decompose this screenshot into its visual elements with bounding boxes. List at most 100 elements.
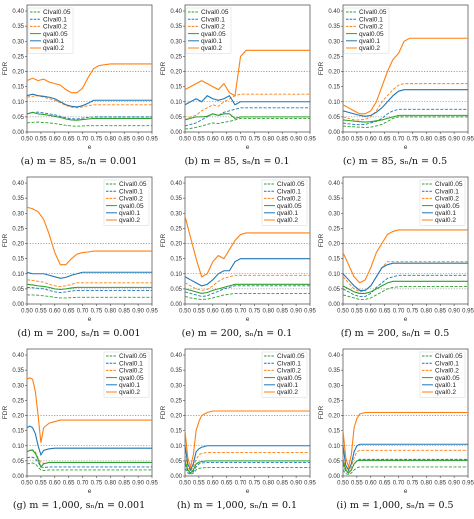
y-tick-label: 0.25 [170, 398, 182, 404]
y-tick-label: 0.35 [12, 24, 24, 30]
x-tick-label: 0.70 [393, 309, 405, 315]
y-tick-label: 0.15 [328, 85, 340, 91]
x-tick-label: 0.75 [249, 309, 261, 315]
y-tick-label: 0.20 [328, 70, 340, 76]
y-tick-label: 0.10 [170, 100, 182, 106]
x-tick-label: 0.55 [35, 309, 47, 315]
y-tick-label: 0.15 [328, 429, 340, 435]
x-tick-label: 0.85 [118, 309, 130, 315]
legend-label: CIval0.1 [277, 360, 301, 367]
y-tick-label: 0.15 [170, 429, 182, 435]
chart-e: 0.00 0.05 0.10 0.15 0.20 0.25 0.30 0.35 0.40 0.50… [160, 176, 316, 323]
legend-label: CIval0.05 [277, 181, 305, 188]
series-line-cival0-05 [184, 292, 310, 300]
x-axis-label: e [88, 144, 92, 151]
y-tick-label: 0.35 [170, 368, 182, 374]
x-tick-label: 0.70 [235, 137, 247, 143]
series-line-cival0-2 [184, 274, 310, 291]
x-axis-label: e [246, 488, 250, 495]
x-tick-label: 0.90 [448, 481, 460, 487]
y-tick-label: 0.30 [12, 39, 24, 45]
y-tick-label: 0.05 [12, 115, 24, 121]
y-tick-label: 0.35 [12, 368, 24, 374]
series-line-cival0-2 [342, 449, 468, 473]
y-tick-label: 0.25 [170, 54, 182, 60]
chart-a: 0.00 0.05 0.10 0.15 0.20 0.25 0.30 0.35 0.40 0.50… [2, 4, 158, 151]
series-line-cival0-2 [184, 93, 310, 121]
x-tick-label: 0.95 [462, 137, 474, 143]
y-tick-label: 0.20 [12, 242, 24, 248]
y-tick-label: 0.30 [328, 211, 340, 217]
x-tick-label: 0.55 [193, 137, 205, 143]
series-line-qval0-05 [184, 113, 310, 121]
x-tick-label: 0.85 [276, 481, 288, 487]
x-tick-label: 0.50 [21, 481, 33, 487]
legend-label: CIval0.05 [435, 181, 463, 188]
x-tick-label: 0.95 [304, 137, 316, 143]
x-tick-label: 0.70 [77, 137, 89, 143]
x-tick-label: 0.90 [132, 137, 144, 143]
y-axis-label: FDR [160, 234, 167, 248]
y-tick-label: 0.40 [12, 9, 24, 15]
x-tick-label: 0.50 [337, 137, 349, 143]
series-line-cival0-05 [26, 462, 152, 472]
x-tick-label: 0.50 [21, 137, 33, 143]
y-tick-label: 0.40 [12, 181, 24, 187]
x-tick-label: 0.80 [420, 137, 432, 143]
y-tick-label: 0.20 [170, 242, 182, 248]
series-line-qval0-05 [26, 449, 152, 468]
x-tick-label: 0.85 [434, 137, 446, 143]
series-line-qval0-05 [26, 283, 152, 291]
legend-box [261, 179, 308, 226]
x-tick-label: 0.95 [146, 481, 158, 487]
caption-g: (g) m = 1,000, sₙ/n = 0.001 [12, 500, 146, 511]
series-line-qval0-05 [26, 111, 152, 121]
legend-label: qval0.1 [119, 382, 140, 389]
y-axis-label: FDR [2, 406, 9, 420]
legend-label: qval0.05 [119, 375, 144, 382]
x-tick-label: 0.55 [351, 309, 363, 315]
series-line-cival0-05 [342, 116, 468, 128]
legend-label: qval0.05 [119, 203, 144, 210]
x-tick-label: 0.95 [146, 309, 158, 315]
x-tick-label: 0.60 [207, 309, 219, 315]
legend-label: CIval0.2 [435, 196, 459, 203]
x-tick-label: 0.65 [221, 481, 233, 487]
legend-label: qval0.2 [119, 389, 140, 396]
y-tick-label: 0.05 [170, 115, 182, 121]
legend-box [419, 351, 466, 398]
y-tick-label: 0.40 [170, 353, 182, 359]
legend-label: qval0.1 [435, 210, 456, 217]
y-tick-label: 0.15 [170, 257, 182, 263]
y-tick-label: 0.15 [12, 429, 24, 435]
x-tick-label: 0.70 [393, 481, 405, 487]
x-tick-label: 0.90 [448, 309, 460, 315]
y-tick-label: 0.15 [170, 85, 182, 91]
x-tick-label: 0.60 [365, 309, 377, 315]
y-tick-label: 0.00 [328, 302, 340, 308]
y-tick-label: 0.05 [12, 287, 24, 293]
legend-box [261, 351, 308, 398]
x-tick-label: 0.60 [49, 137, 61, 143]
x-tick-label: 0.95 [304, 309, 316, 315]
x-axis-label: e [404, 144, 408, 151]
x-tick-label: 0.65 [379, 137, 391, 143]
y-tick-label: 0.00 [12, 130, 24, 136]
x-tick-label: 0.85 [118, 481, 130, 487]
x-tick-label: 0.60 [207, 137, 219, 143]
x-tick-label: 0.70 [77, 309, 89, 315]
legend-label: CIval0.2 [435, 368, 459, 375]
y-tick-label: 0.40 [328, 181, 340, 187]
y-tick-label: 0.35 [328, 196, 340, 202]
x-tick-label: 0.80 [420, 481, 432, 487]
x-tick-label: 0.90 [290, 309, 302, 315]
x-tick-label: 0.90 [290, 137, 302, 143]
caption-f: (f) m = 200, sₙ/n = 0.5 [340, 328, 450, 339]
y-tick-label: 0.25 [12, 226, 24, 232]
y-tick-label: 0.20 [170, 414, 182, 420]
legend-label: qval0.05 [435, 375, 460, 382]
y-tick-label: 0.15 [328, 257, 340, 263]
y-tick-label: 0.10 [328, 444, 340, 450]
series-line-cival0-1 [184, 461, 310, 475]
